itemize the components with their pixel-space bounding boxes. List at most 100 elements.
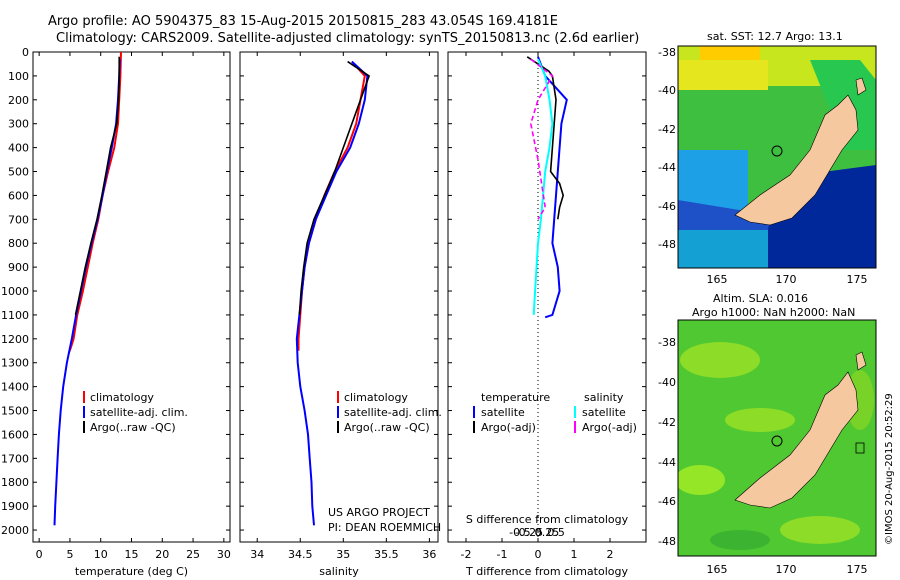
legend-difference: temperature salinity satellite Argo(-adj… xyxy=(473,391,637,434)
legend-salinity-title: salinity xyxy=(584,391,624,404)
sst-map-title: sat. SST: 12.7 Argo: 13.1 xyxy=(707,30,843,43)
legend-satellite: satellite-adj. clim. xyxy=(90,406,188,419)
sla-xtick-2: 170 xyxy=(776,563,797,576)
land-shape-2 xyxy=(734,371,859,509)
sst-ytick-3: -42 xyxy=(658,123,676,136)
plot-frame xyxy=(447,51,647,543)
legend-sal-satellite: satellite xyxy=(582,406,626,419)
legend-satellite-2: satellite-adj. clim. xyxy=(344,406,442,419)
legend-temperature: climatology satellite-adj. clim. Argo(..… xyxy=(83,391,188,434)
legend-argo-2: Argo(..raw -QC) xyxy=(344,421,430,434)
legend-climatology: climatology xyxy=(90,391,154,404)
legend-temperature-title: temperature xyxy=(481,391,550,404)
depth-tick-label: 400 xyxy=(8,142,29,155)
sla-ytick-6: -48 xyxy=(658,535,676,548)
depth-tick-label: 1400 xyxy=(1,381,29,394)
depth-tick-label: 1600 xyxy=(1,428,29,441)
depth-tick-label: 2000 xyxy=(1,524,29,537)
depth-tick-label: 1800 xyxy=(1,476,29,489)
x-tick-label: 20 xyxy=(155,548,169,561)
sst-map: sat. SST: 12.7 Argo: 13.1 -38 -40 -42 -4… xyxy=(658,30,877,286)
s-x-tick-label: 0 xyxy=(535,526,542,539)
land-shape xyxy=(734,94,859,226)
sla-ytick-3: -42 xyxy=(658,416,676,429)
depth-tick-label: 0 xyxy=(22,46,29,59)
x-tick-label: 0 xyxy=(535,548,542,561)
x-tick-label: 35.5 xyxy=(374,548,399,561)
sst-ytick-5: -46 xyxy=(658,200,676,213)
depth-tick-label: 1300 xyxy=(1,357,29,370)
sst-ytick-1: -38 xyxy=(658,46,676,59)
legend-climatology-2: climatology xyxy=(344,391,408,404)
x-tick-label: 2 xyxy=(607,548,614,561)
credit-line2: PI: DEAN ROEMMICH xyxy=(328,521,441,534)
sst-xtick-3: 175 xyxy=(847,273,868,286)
series-line-argo-raw-qc- xyxy=(298,60,371,315)
imos-watermark: ©IMOS 20-Aug-2015 20:52:29 xyxy=(884,393,895,545)
depth-tick-label: 1500 xyxy=(1,405,29,418)
sla-map-title2: Argo h1000: NaN h2000: NaN xyxy=(692,306,855,319)
x-tick-label: 5 xyxy=(66,548,73,561)
sla-ytick-1: -38 xyxy=(658,336,676,349)
depth-tick-label: 1700 xyxy=(1,452,29,465)
depth-tick-label: 500 xyxy=(8,166,29,179)
depth-tick-label: 900 xyxy=(8,261,29,274)
x-tick-label: 36 xyxy=(422,548,436,561)
sst-ytick-2: -40 xyxy=(658,84,676,97)
credit-line1: US ARGO PROJECT xyxy=(328,506,430,519)
temperature-panel: 0100200300400500600700800900100011001200… xyxy=(1,46,231,578)
x-axis-label: T difference from climatology xyxy=(465,565,628,578)
sst-xtick-2: 170 xyxy=(776,273,797,286)
depth-tick-label: 1200 xyxy=(1,333,29,346)
depth-tick-label: 300 xyxy=(8,118,29,131)
s-x-tick-label: 0.5 xyxy=(547,526,565,539)
x-tick-label: 10 xyxy=(94,548,108,561)
legend-temp-satellite: satellite xyxy=(481,406,525,419)
x-tick-label: 0 xyxy=(36,548,43,561)
depth-tick-label: 700 xyxy=(8,213,29,226)
sla-xtick-1: 165 xyxy=(707,563,728,576)
sla-xtick-3: 175 xyxy=(847,563,868,576)
s-axis-label: S difference from climatology xyxy=(466,513,629,526)
x-tick-label: 1 xyxy=(571,548,578,561)
header-line2: Climatology: CARS2009. Satellite-adjuste… xyxy=(56,31,639,46)
sst-ytick-4: -44 xyxy=(658,161,676,174)
legend-argo: Argo(..raw -QC) xyxy=(90,421,176,434)
x-tick-label: 15 xyxy=(125,548,139,561)
sla-ytick-4: -44 xyxy=(658,456,676,469)
sla-map-title1: Altim. SLA: 0.016 xyxy=(713,292,808,305)
s-x-tick-label: 0.25 xyxy=(535,526,560,539)
argo-position-marker xyxy=(771,145,783,157)
sla-ytick-5: -46 xyxy=(658,495,676,508)
series-line-salinity-satellite xyxy=(532,58,554,315)
plot-frame xyxy=(239,51,439,543)
x-tick-label: 35 xyxy=(336,548,350,561)
series-line-salinity-argo-adj- xyxy=(529,58,554,220)
depth-tick-label: 1100 xyxy=(1,309,29,322)
salinity-panel: 34 34.5 35 35.5 36 salinity xyxy=(239,51,439,578)
series-line-temperature-satellite xyxy=(537,56,568,319)
x-tick-label: 25 xyxy=(186,548,200,561)
header-line1: Argo profile: AO 5904375_83 15-Aug-2015 … xyxy=(48,14,558,29)
depth-tick-label: 1000 xyxy=(1,285,29,298)
x-tick-label: -2 xyxy=(461,548,472,561)
legend-sal-argo: Argo(-adj) xyxy=(582,421,637,434)
x-tick-label: 34.5 xyxy=(288,548,313,561)
depth-tick-label: 100 xyxy=(8,70,29,83)
legend-salinity: climatology satellite-adj. clim. Argo(..… xyxy=(337,391,442,434)
argo-position-marker-2 xyxy=(771,435,783,447)
x-tick-label: -1 xyxy=(497,548,508,561)
plot-frame xyxy=(32,51,231,543)
series-line-argo-raw-qc- xyxy=(74,56,120,316)
series-line-satellite-adj-clim- xyxy=(295,60,369,526)
depth-tick-label: 200 xyxy=(8,94,29,107)
sla-map: Altim. SLA: 0.016 Argo h1000: NaN h2000:… xyxy=(658,292,877,576)
sst-ytick-6: -48 xyxy=(658,238,676,251)
difference-panel: -2 -1 0 1 2 T difference from climatology -0.5… xyxy=(447,51,647,578)
depth-tick-label: 800 xyxy=(8,237,29,250)
sst-xtick-1: 165 xyxy=(707,273,728,286)
series-line-temperature-argo-adj- xyxy=(526,56,565,220)
x-axis-label: salinity xyxy=(319,565,359,578)
s-x-tick-label: -0.25 xyxy=(515,526,543,539)
